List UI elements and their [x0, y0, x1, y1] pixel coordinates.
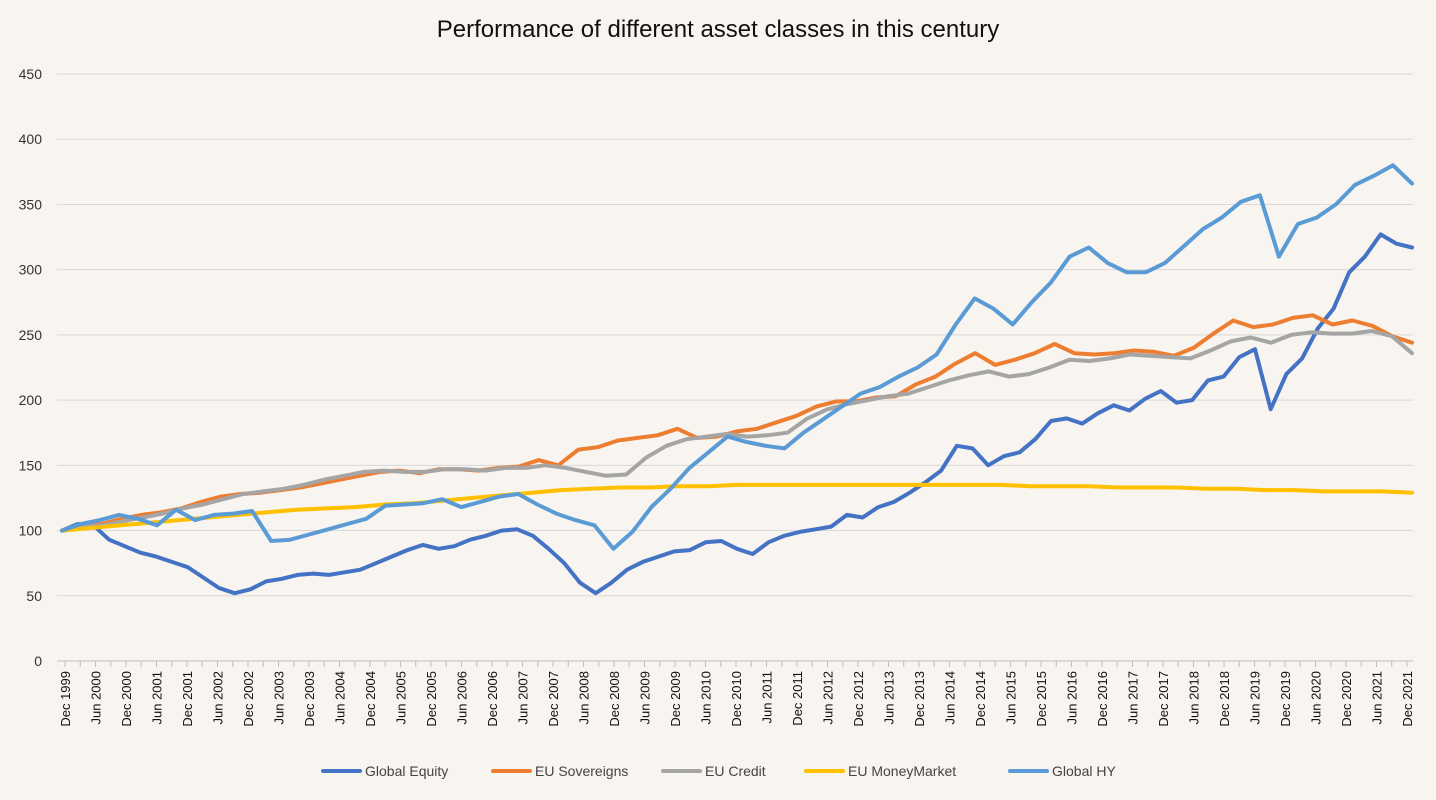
x-tick-label: Dec 2012: [851, 671, 866, 727]
x-tick-label: Dec 2013: [912, 671, 927, 727]
y-tick-label: 200: [19, 392, 43, 408]
x-tick-label: Dec 2019: [1278, 671, 1293, 727]
x-tick-label: Jun 2013: [882, 671, 897, 725]
x-tick-label: Jun 2015: [1004, 671, 1019, 725]
x-tick-label: Dec 2007: [546, 671, 561, 727]
legend-label: EU Sovereigns: [535, 763, 628, 779]
series-line-global-equity: [60, 232, 1414, 596]
x-tick-label: Jun 2011: [760, 671, 775, 724]
x-tick-label: Jun 2010: [699, 671, 714, 725]
x-tick-label: Jun 2019: [1248, 671, 1263, 725]
x-tick-label: Jun 2007: [516, 671, 531, 725]
x-tick-label: Jun 2006: [455, 671, 470, 725]
x-tick-label: Dec 2021: [1400, 671, 1415, 727]
x-tick-label: Dec 2020: [1339, 671, 1354, 727]
y-tick-label: 250: [19, 327, 43, 343]
x-tick-label: Dec 2011: [790, 671, 805, 726]
x-tick-label: Dec 1999: [58, 671, 73, 727]
y-tick-label: 0: [34, 653, 42, 669]
series-lines: [60, 163, 1414, 596]
x-tick-label: Jun 2014: [943, 671, 958, 725]
x-tick-label: Dec 2005: [424, 671, 439, 727]
x-tick-label: Jun 2021: [1370, 671, 1385, 725]
x-tick-label: Jun 2003: [272, 671, 287, 725]
x-tick-label: Dec 2009: [668, 671, 683, 727]
x-tick-label: Jun 2005: [394, 671, 409, 725]
x-tick-label: Jun 2008: [577, 671, 592, 725]
x-tick-label: Dec 2000: [119, 671, 134, 727]
x-tick-label: Dec 2006: [485, 671, 500, 727]
x-tick-label: Dec 2002: [241, 671, 256, 727]
x-tick-label: Jun 2001: [150, 671, 165, 725]
y-tick-label: 400: [19, 131, 43, 147]
x-tick-label: Jun 2002: [211, 671, 226, 725]
y-tick-label: 100: [19, 523, 43, 539]
series-line-eu-sovereigns: [60, 313, 1414, 533]
x-tick-label: Dec 2016: [1095, 671, 1110, 727]
y-tick-label: 150: [19, 457, 43, 473]
legend-label: EU Credit: [705, 763, 766, 779]
x-tick-label: Jun 2012: [821, 671, 836, 725]
x-tick-label: Dec 2018: [1217, 671, 1232, 727]
x-tick-label: Jun 2009: [638, 671, 653, 725]
x-tick-label: Dec 2008: [607, 671, 622, 727]
x-tick-label: Dec 2017: [1156, 671, 1171, 727]
y-tick-label: 450: [19, 66, 43, 82]
legend-label: EU MoneyMarket: [848, 763, 956, 779]
legend-label: Global Equity: [365, 763, 448, 779]
x-tick-label: Dec 2004: [363, 671, 378, 727]
series-line-eu-moneymarket: [60, 482, 1414, 533]
x-tick-label: Jun 2017: [1126, 671, 1141, 725]
x-tick-label: Dec 2015: [1034, 671, 1049, 727]
x-axis-ticks: Dec 1999 Jun 2000 Dec 2000 Jun 2001 Dec 2001…: [58, 661, 1415, 727]
x-tick-label: Dec 2010: [729, 671, 744, 727]
legend-label: Global HY: [1052, 763, 1116, 779]
chart-title: Performance of different asset classes i…: [436, 16, 1000, 43]
legend: Global Equity EU Sovereigns EU Credit EU Mo…: [321, 763, 1116, 779]
y-tick-label: 300: [19, 262, 43, 278]
x-tick-label: Dec 2014: [973, 671, 988, 727]
x-tick-label: Jun 2018: [1187, 671, 1202, 725]
series-line-eu-credit: [60, 329, 1414, 533]
x-tick-label: Jun 2020: [1309, 671, 1324, 725]
y-axis-ticks: 0 50 100 150 200 250 300 350 400 450: [19, 66, 43, 669]
y-tick-label: 350: [19, 196, 43, 212]
x-tick-label: Jun 2000: [89, 671, 104, 725]
y-tick-label: 50: [26, 588, 42, 604]
x-tick-label: Jun 2016: [1065, 671, 1080, 725]
series-line-global-hy: [60, 163, 1414, 551]
x-tick-label: Jun 2004: [333, 671, 348, 725]
x-tick-label: Dec 2001: [180, 671, 195, 727]
x-tick-label: Dec 2003: [302, 671, 317, 727]
gridlines: [57, 73, 1413, 597]
